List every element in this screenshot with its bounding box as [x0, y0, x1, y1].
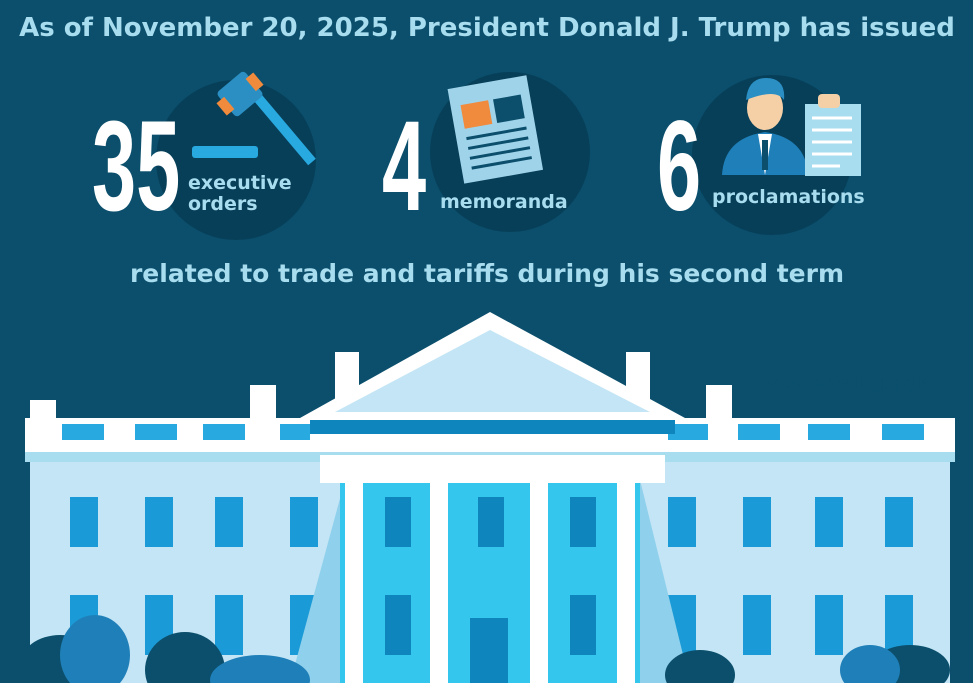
stat-label: memoranda — [440, 191, 568, 213]
subtitle: related to trade and tariffs during his … — [130, 259, 844, 288]
source-label: Source: — [760, 373, 829, 392]
source-link[interactable]: Ballotpedia — [829, 373, 932, 392]
stat-label: orders — [188, 193, 258, 215]
stat-number: 6 — [657, 95, 701, 238]
infographic: As of November 20, 2025, President Donal… — [0, 0, 973, 683]
document-icon — [448, 75, 543, 183]
stat-label: executive — [188, 172, 292, 194]
stat-number: 4 — [382, 95, 426, 238]
title: As of November 20, 2025, President Donal… — [19, 13, 955, 43]
stat-number: 35 — [92, 95, 180, 238]
stat-label: proclamations — [712, 186, 865, 208]
